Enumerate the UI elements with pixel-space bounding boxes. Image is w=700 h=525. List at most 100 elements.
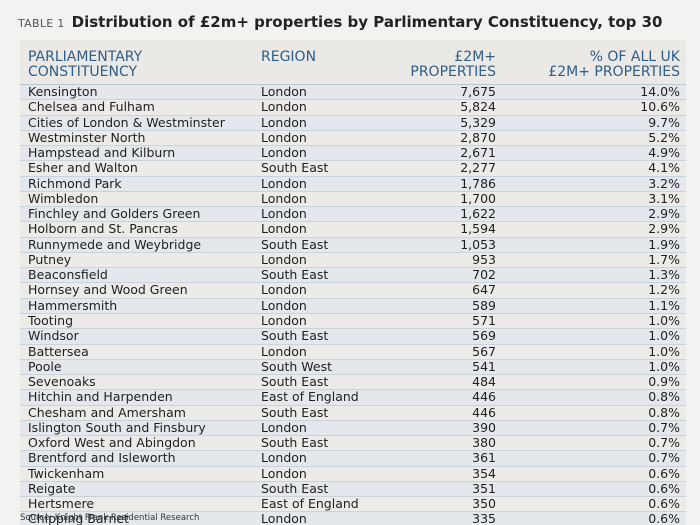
region-cell: London (261, 129, 307, 145)
table-row: Chesham and Amersham South East 446 0.8% (20, 404, 686, 421)
percent-cell: 1.3% (648, 267, 680, 283)
percent-cell: 1.1% (648, 297, 680, 313)
region-cell: South East (261, 435, 329, 451)
region-cell: London (261, 145, 307, 161)
properties-cell: 380 (472, 435, 496, 451)
percent-cell: 10.6% (640, 99, 680, 115)
properties-cell: 2,671 (460, 145, 496, 161)
region-cell: London (261, 221, 307, 237)
percent-cell: 1.2% (648, 282, 680, 298)
properties-cell: 1,053 (460, 236, 496, 252)
constituency-cell: Hammersmith (28, 297, 118, 313)
table-row: Windsor South East 569 1.0% (20, 328, 686, 345)
table-title-text: Distribution of £2m+ properties by Parli… (71, 13, 663, 31)
percent-cell: 0.8% (648, 404, 680, 420)
percent-cell: 1.0% (648, 328, 680, 344)
header-properties-line2: PROPERTIES (410, 64, 496, 80)
constituency-cell: Reigate (28, 480, 76, 496)
properties-cell: 446 (472, 404, 496, 420)
header-percent: % OF ALL UK £2M+ PROPERTIES (548, 50, 680, 80)
percent-cell: 0.7% (648, 450, 680, 466)
properties-table: PARLIAMENTARY CONSTITUENCY REGION £2M+ P… (20, 40, 686, 525)
properties-cell: 953 (472, 251, 496, 267)
header-constituency-line1: PARLIAMENTARY (28, 49, 143, 65)
constituency-cell: Chesham and Amersham (28, 404, 186, 420)
percent-cell: 1.0% (648, 343, 680, 359)
constituency-cell: Chipping Barnet (28, 511, 129, 525)
properties-cell: 351 (472, 480, 496, 496)
percent-cell: 4.9% (648, 145, 680, 161)
constituency-cell: Cities of London & Westminster (28, 114, 225, 130)
properties-cell: 541 (472, 358, 496, 374)
percent-cell: 14.0% (640, 84, 680, 99)
constituency-cell: Hertsmere (28, 496, 95, 512)
header-constituency-line2: CONSTITUENCY (28, 64, 138, 80)
constituency-cell: Westminster North (28, 129, 146, 145)
percent-cell: 2.9% (648, 206, 680, 222)
region-cell: London (261, 206, 307, 222)
constituency-cell: Finchley and Golders Green (28, 206, 201, 222)
region-cell: London (261, 511, 307, 525)
table-row: Hertsmere East of England 350 0.6% (20, 496, 686, 513)
table-row: Islington South and Finsbury London 390 0.7… (20, 419, 686, 437)
constituency-cell: Beaconsfield (28, 267, 108, 283)
region-cell: London (261, 450, 307, 466)
region-cell: South East (261, 328, 329, 344)
table-row: Chelsea and Fulham London 5,824 10.6% (20, 99, 686, 116)
percent-cell: 3.1% (648, 190, 680, 206)
properties-cell: 589 (472, 297, 496, 313)
region-cell: South East (261, 267, 329, 283)
header-properties: £2M+ PROPERTIES (410, 50, 496, 80)
percent-cell: 1.0% (648, 312, 680, 328)
properties-cell: 484 (472, 374, 496, 390)
properties-cell: 567 (472, 343, 496, 359)
properties-cell: 1,622 (460, 206, 496, 222)
percent-cell: 2.9% (648, 221, 680, 237)
table-row: Holborn and St. Pancras London 1,594 2.9% (20, 221, 686, 238)
constituency-cell: Islington South and Finsbury (28, 419, 206, 435)
table-row: Chipping Barnet London 335 0.6% (20, 512, 686, 525)
properties-cell: 335 (472, 511, 496, 525)
constituency-cell: Sevenoaks (28, 374, 96, 390)
constituency-cell: Hampstead and Kilburn (28, 145, 176, 161)
table-header: PARLIAMENTARY CONSTITUENCY REGION £2M+ P… (20, 40, 686, 85)
region-cell: South East (261, 374, 329, 390)
constituency-cell: Putney (28, 251, 72, 267)
percent-cell: 1.0% (648, 358, 680, 374)
table-row: Runnymede and Weybridge South East 1,053 1.… (20, 236, 686, 253)
table-row: Oxford West and Abingdon South East 380 0.7… (20, 435, 686, 452)
region-cell: London (261, 99, 307, 115)
properties-cell: 571 (472, 312, 496, 328)
constituency-cell: Windsor (28, 328, 79, 344)
region-cell: South West (261, 358, 333, 374)
properties-cell: 5,824 (460, 99, 496, 115)
region-cell: London (261, 312, 307, 328)
region-cell: South East (261, 236, 329, 252)
region-cell: London (261, 114, 307, 130)
header-properties-line1: £2M+ (454, 49, 496, 65)
table-row: Cities of London & Westminster London 5,32… (20, 114, 686, 131)
properties-cell: 2,277 (460, 160, 496, 176)
table-row: Hitchin and Harpenden East of England 446 0… (20, 389, 686, 406)
properties-cell: 647 (472, 282, 496, 298)
table-body: Kensington London 7,675 14.0% Chelsea and Fu… (20, 85, 686, 525)
region-cell: South East (261, 404, 329, 420)
table-title: TABLE 1 Distribution of £2m+ properties … (18, 13, 688, 39)
constituency-cell: Tooting (28, 312, 74, 328)
table-row: Reigate South East 351 0.6% (20, 480, 686, 498)
source-note: Source: Knight Frank Residential Researc… (20, 513, 200, 523)
region-cell: East of England (261, 389, 359, 405)
percent-cell: 0.6% (648, 480, 680, 496)
properties-cell: 7,675 (460, 84, 496, 99)
constituency-cell: Chelsea and Fulham (28, 99, 155, 115)
properties-cell: 1,786 (460, 175, 496, 191)
properties-cell: 350 (472, 496, 496, 512)
table-row: Hornsey and Wood Green London 647 1.2% (20, 282, 686, 299)
table-row: Kensington London 7,675 14.0% (20, 84, 686, 101)
region-cell: London (261, 282, 307, 298)
table-row: Twickenham London 354 0.6% (20, 465, 686, 482)
table-row: Putney London 953 1.7% (20, 251, 686, 269)
table-row: Esher and Walton South East 2,277 4.1% (20, 160, 686, 177)
properties-cell: 361 (472, 450, 496, 466)
region-cell: London (261, 465, 307, 481)
